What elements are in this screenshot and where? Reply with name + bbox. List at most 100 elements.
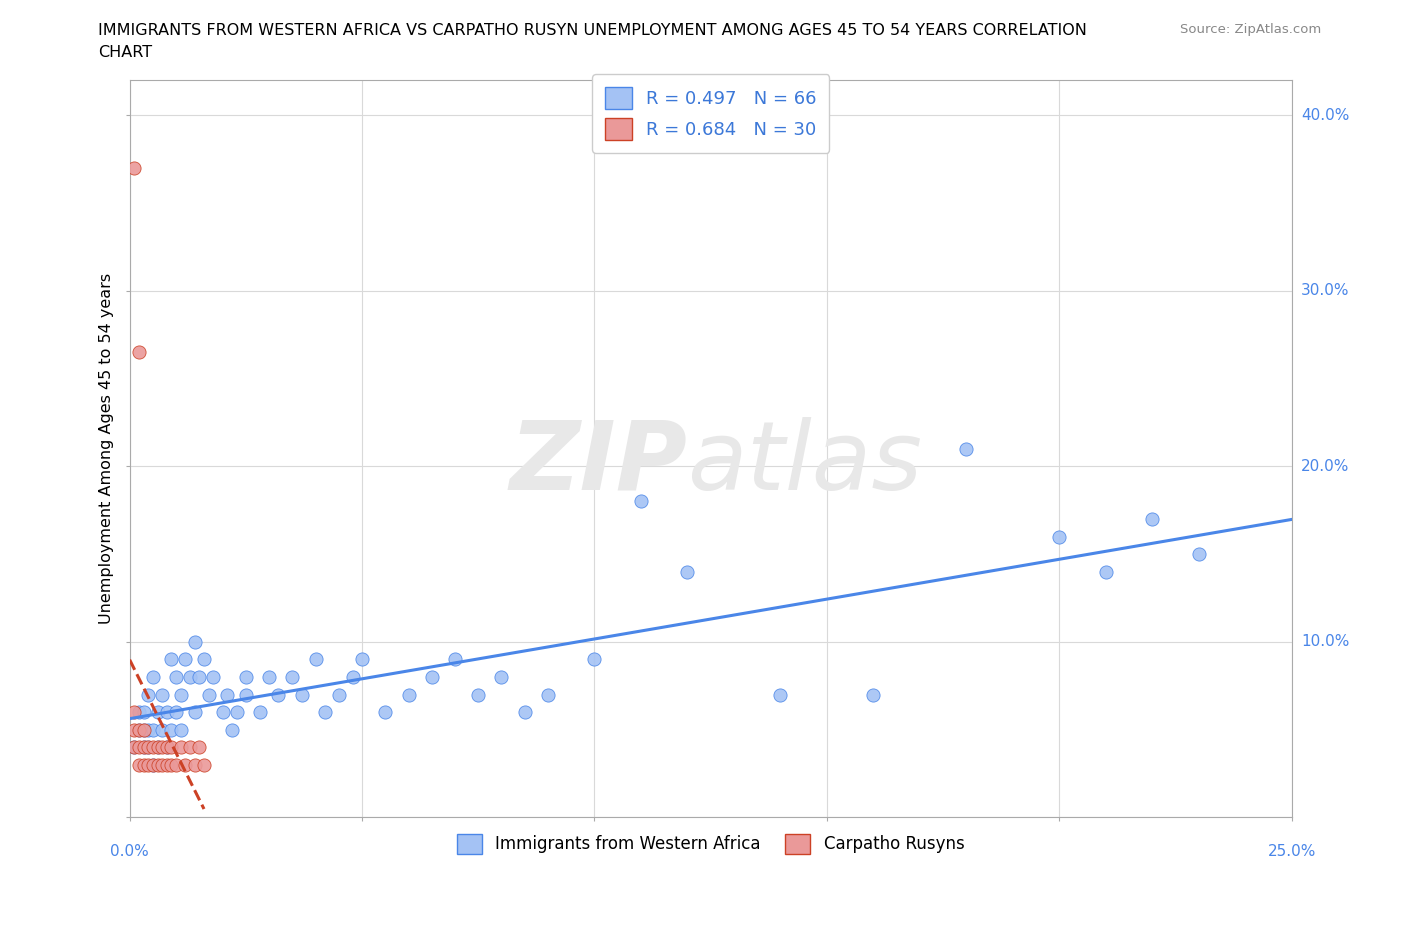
- Point: [235, 670, 257, 684]
- Point: [211, 705, 233, 720]
- Point: [146, 739, 169, 754]
- Point: [374, 705, 396, 720]
- Point: [160, 739, 183, 754]
- Point: [174, 757, 197, 772]
- Point: [197, 687, 219, 702]
- Text: CHART: CHART: [98, 45, 152, 60]
- Point: [128, 345, 150, 360]
- Point: [128, 723, 150, 737]
- Text: 30.0%: 30.0%: [1301, 284, 1350, 299]
- Point: [136, 739, 159, 754]
- Point: [342, 670, 364, 684]
- Point: [150, 757, 173, 772]
- Point: [132, 757, 155, 772]
- Point: [1094, 565, 1116, 579]
- Point: [150, 723, 173, 737]
- Text: ZIP: ZIP: [509, 417, 688, 510]
- Point: [174, 652, 197, 667]
- Point: [491, 670, 513, 684]
- Text: 0.0%: 0.0%: [110, 844, 149, 858]
- Point: [179, 670, 201, 684]
- Point: [225, 705, 247, 720]
- Point: [165, 757, 187, 772]
- Point: [630, 494, 652, 509]
- Point: [142, 670, 165, 684]
- Text: IMMIGRANTS FROM WESTERN AFRICA VS CARPATHO RUSYN UNEMPLOYMENT AMONG AGES 45 TO 5: IMMIGRANTS FROM WESTERN AFRICA VS CARPAT…: [98, 23, 1087, 38]
- Point: [420, 670, 443, 684]
- Point: [291, 687, 314, 702]
- Point: [267, 687, 290, 702]
- Point: [150, 687, 173, 702]
- Text: 10.0%: 10.0%: [1301, 634, 1350, 649]
- Point: [156, 739, 179, 754]
- Point: [769, 687, 792, 702]
- Text: 40.0%: 40.0%: [1301, 108, 1350, 123]
- Point: [281, 670, 304, 684]
- Text: Source: ZipAtlas.com: Source: ZipAtlas.com: [1181, 23, 1322, 36]
- Point: [124, 705, 146, 720]
- Point: [156, 705, 179, 720]
- Point: [513, 705, 536, 720]
- Point: [583, 652, 606, 667]
- Text: 25.0%: 25.0%: [1267, 844, 1316, 858]
- Point: [444, 652, 467, 667]
- Point: [146, 705, 169, 720]
- Point: [1140, 512, 1163, 526]
- Point: [193, 757, 215, 772]
- Point: [128, 757, 150, 772]
- Point: [217, 687, 239, 702]
- Point: [183, 757, 205, 772]
- Point: [132, 723, 155, 737]
- Point: [183, 634, 205, 649]
- Point: [124, 739, 146, 754]
- Point: [142, 723, 165, 737]
- Point: [170, 723, 193, 737]
- Point: [304, 652, 326, 667]
- Point: [1047, 529, 1070, 544]
- Point: [676, 565, 699, 579]
- Y-axis label: Unemployment Among Ages 45 to 54 years: Unemployment Among Ages 45 to 54 years: [100, 273, 114, 624]
- Point: [165, 670, 187, 684]
- Point: [179, 739, 201, 754]
- Point: [350, 652, 373, 667]
- Point: [128, 723, 150, 737]
- Point: [160, 723, 183, 737]
- Point: [467, 687, 489, 702]
- Point: [257, 670, 280, 684]
- Point: [124, 723, 146, 737]
- Point: [170, 687, 193, 702]
- Point: [124, 161, 146, 176]
- Point: [142, 757, 165, 772]
- Point: [146, 739, 169, 754]
- Point: [128, 739, 150, 754]
- Point: [132, 723, 155, 737]
- Point: [124, 739, 146, 754]
- Point: [537, 687, 560, 702]
- Point: [142, 757, 165, 772]
- Point: [136, 723, 159, 737]
- Point: [188, 739, 211, 754]
- Point: [146, 757, 169, 772]
- Point: [150, 739, 173, 754]
- Point: [221, 723, 243, 737]
- Legend: Immigrants from Western Africa, Carpatho Rusyns: Immigrants from Western Africa, Carpatho…: [450, 827, 972, 860]
- Point: [156, 739, 179, 754]
- Point: [398, 687, 420, 702]
- Point: [1188, 547, 1211, 562]
- Point: [188, 670, 211, 684]
- Point: [132, 739, 155, 754]
- Point: [328, 687, 350, 702]
- Text: 20.0%: 20.0%: [1301, 458, 1350, 473]
- Point: [136, 739, 159, 754]
- Point: [202, 670, 225, 684]
- Point: [314, 705, 336, 720]
- Point: [165, 705, 187, 720]
- Point: [142, 739, 165, 754]
- Point: [170, 739, 193, 754]
- Text: atlas: atlas: [688, 417, 922, 510]
- Point: [183, 705, 205, 720]
- Point: [136, 757, 159, 772]
- Point: [128, 705, 150, 720]
- Point: [160, 652, 183, 667]
- Point: [132, 705, 155, 720]
